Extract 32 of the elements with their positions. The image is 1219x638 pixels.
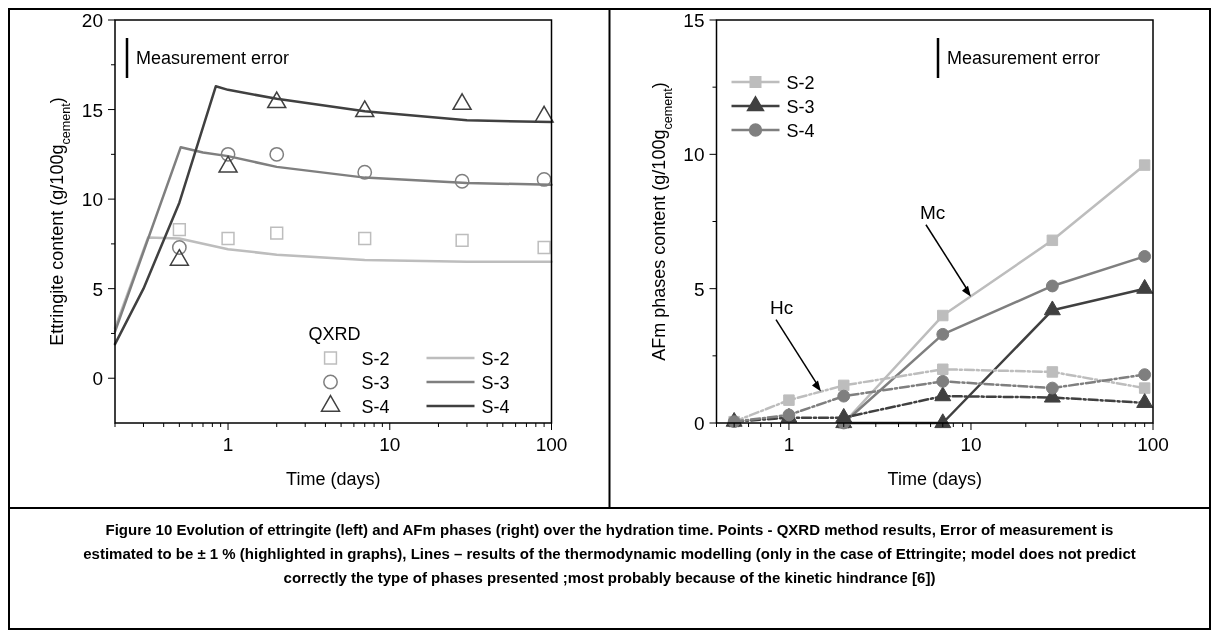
y-tick-label: 5 (92, 278, 103, 300)
legend-label: S-3 (361, 373, 390, 393)
annotation: Hc (769, 296, 794, 318)
legend-label: S-4 (481, 397, 510, 417)
x-tick-label: 10 (379, 434, 401, 455)
legend-label: S-4 (786, 121, 815, 141)
legend-title: QXRD (308, 324, 361, 344)
x-tick-label: 100 (535, 434, 568, 455)
annotation: Measurement error (136, 48, 290, 68)
y-tick-label: 20 (81, 10, 103, 31)
y-tick-label: 15 (683, 10, 705, 31)
x-tick-label: 1 (222, 434, 234, 455)
x-axis-title: Time (days) (887, 469, 982, 489)
y-tick-label: 10 (683, 144, 705, 166)
y-tick-label: 5 (693, 278, 705, 300)
legend-label: S-3 (481, 373, 510, 393)
legend-label: S-3 (786, 97, 815, 117)
y-tick-label: 0 (92, 368, 103, 390)
legend-label: S-2 (786, 73, 815, 93)
y-tick-label: 15 (81, 99, 103, 121)
legend-label: S-2 (481, 349, 510, 369)
x-tick-label: 100 (1137, 434, 1169, 455)
x-axis-title: Time (days) (286, 469, 381, 489)
y-tick-label: 0 (693, 413, 705, 434)
y-tick-label: 10 (81, 189, 103, 211)
legend-label: S-4 (361, 397, 390, 417)
x-tick-label: 10 (960, 434, 982, 455)
caption: Figure 10 Evolution of ettringite (left) and AFm phases (right) over the hydration time. Points - QXRD method results, Error of measurement is estimated to be ± 1 % (highlighted in graphs), Lines – results of the thermodynamic modelling (only in the case of Ettringite; model does not predict correctly the type of phases presented ;most probably because of the kinetic hindrance [6]) (83, 521, 1136, 586)
x-tick-label: 1 (783, 434, 795, 455)
annotation: Mc (919, 201, 946, 223)
legend-label: S-2 (361, 349, 390, 369)
annotation: Measurement error (947, 48, 1101, 68)
